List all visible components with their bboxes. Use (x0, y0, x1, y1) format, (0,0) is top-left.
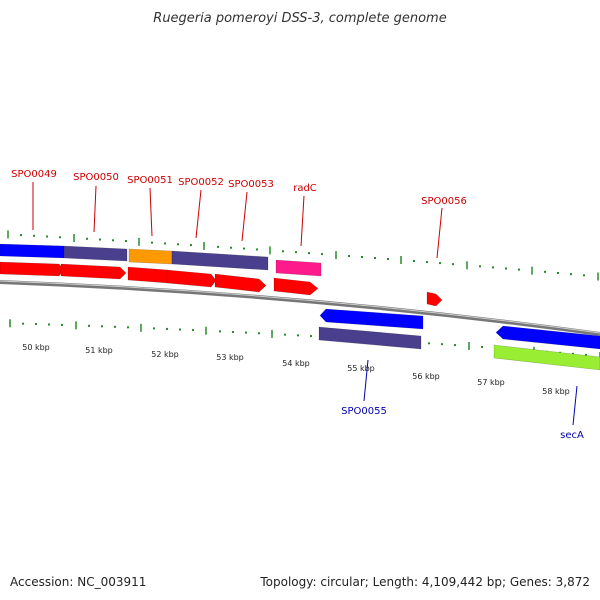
gene-label-text[interactable]: SPO0055 (341, 406, 387, 417)
gene-arrow-forward[interactable] (214, 273, 267, 293)
gene-label-spo0055[interactable]: SPO0055 (341, 359, 387, 417)
gene-arrow-forward[interactable] (273, 277, 319, 296)
gene-arrow-forward[interactable] (166, 269, 217, 288)
gene-arrow-forward[interactable] (60, 263, 127, 280)
gene-arrow-forward[interactable] (0, 261, 65, 277)
gene-feature-slate[interactable] (171, 250, 269, 271)
genome-summary-text: Topology: circular; Length: 4,109,442 bp… (259, 575, 590, 589)
gene-label-spo0056[interactable]: SPO0056 (421, 196, 467, 259)
genome-backbone (0, 280, 600, 336)
gene-label-spo0049[interactable]: SPO0049 (11, 169, 57, 230)
gene-label-text[interactable]: SPO0052 (178, 177, 224, 188)
gene-features (0, 243, 600, 371)
scale-label: 53 kbp (216, 353, 244, 362)
scale-label: 57 kbp (477, 378, 505, 387)
gene-arrow-reverse[interactable] (495, 325, 600, 350)
scale-label: 50 kbp (22, 343, 50, 352)
gene-label-text[interactable]: secA (560, 430, 584, 441)
gene-label-text[interactable]: SPO0051 (127, 175, 173, 186)
gene-label-spo0051[interactable]: SPO0051 (127, 175, 173, 237)
gene-feature-slate[interactable] (63, 245, 128, 262)
gene-feature-blue[interactable] (0, 243, 65, 259)
gene-arrow-reverse[interactable] (319, 308, 424, 330)
gene-label-radc[interactable]: radC (293, 183, 317, 247)
gene-arrow-forward[interactable] (127, 266, 173, 284)
scale-label: 56 kbp (412, 372, 440, 381)
scale-labels: 50 kbp 51 kbp 52 kbp 53 kbp 54 kbp 55 kb… (22, 343, 570, 396)
genome-backbone-highlight (0, 280, 600, 334)
genome-title: Ruegeria pomeroyi DSS-3, complete genome (153, 11, 446, 26)
gene-feature-magenta[interactable] (275, 259, 322, 277)
gene-labels-bottom: SPO0055 secA (341, 359, 584, 441)
scale-label: 54 kbp (282, 359, 310, 368)
accession-text: Accession: NC_003911 (10, 575, 146, 589)
gene-feature-lime[interactable] (493, 344, 600, 371)
gene-label-text[interactable]: SPO0049 (11, 169, 57, 180)
gene-label-spo0053[interactable]: SPO0053 (228, 179, 274, 242)
scale-label: 58 kbp (542, 387, 570, 396)
scale-label: 55 kbp (347, 364, 375, 373)
gene-labels-top: SPO0049 SPO0050 SPO0051 SPO0052 SPO0053 … (11, 169, 467, 259)
gene-feature-slate[interactable] (318, 326, 422, 350)
gene-label-spo0050[interactable]: SPO0050 (73, 172, 119, 233)
gene-label-seca[interactable]: secA (560, 385, 584, 441)
gene-label-text[interactable]: SPO0056 (421, 196, 467, 207)
gene-label-text[interactable]: radC (293, 183, 317, 194)
scale-label: 52 kbp (151, 350, 179, 359)
gene-label-spo0052[interactable]: SPO0052 (178, 177, 224, 239)
gene-label-text[interactable]: SPO0050 (73, 172, 119, 183)
gene-feature-orange[interactable] (128, 248, 173, 265)
gene-arrow-forward[interactable] (426, 291, 443, 307)
gene-label-text[interactable]: SPO0053 (228, 179, 274, 190)
scale-label: 51 kbp (85, 346, 113, 355)
